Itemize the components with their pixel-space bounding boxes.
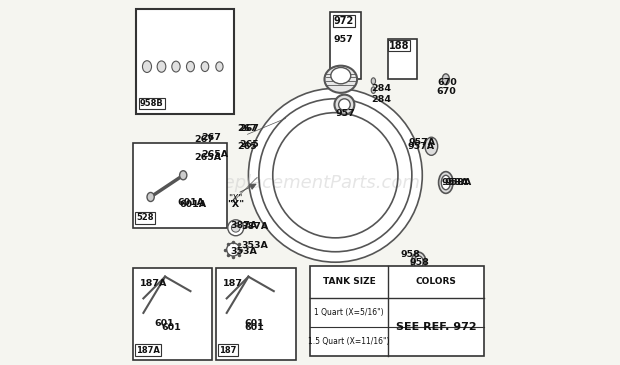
Text: 972: 972 <box>334 16 354 26</box>
Bar <box>388 39 417 79</box>
Text: 601A: 601A <box>178 198 205 207</box>
Text: 528: 528 <box>136 214 154 222</box>
Text: 267: 267 <box>239 124 259 132</box>
Circle shape <box>228 220 244 236</box>
Ellipse shape <box>187 61 195 72</box>
Ellipse shape <box>172 61 180 72</box>
Text: 187A: 187A <box>140 280 167 288</box>
Text: 265A: 265A <box>202 150 228 159</box>
Ellipse shape <box>324 66 357 93</box>
Text: 387A: 387A <box>230 222 257 230</box>
Text: eReplacementParts.com: eReplacementParts.com <box>200 173 420 192</box>
Text: 958A: 958A <box>441 178 468 187</box>
Text: 1 Quart (X=5/16"): 1 Quart (X=5/16") <box>314 308 384 317</box>
Ellipse shape <box>438 172 453 193</box>
Ellipse shape <box>415 267 422 272</box>
Text: TANK SIZE: TANK SIZE <box>323 277 376 286</box>
Text: 957: 957 <box>334 35 353 44</box>
Text: "X": "X" <box>227 200 244 209</box>
Bar <box>216 268 296 360</box>
Text: 957A: 957A <box>409 138 436 147</box>
Ellipse shape <box>216 62 223 71</box>
Ellipse shape <box>441 175 450 190</box>
Ellipse shape <box>201 62 209 72</box>
Text: 187A: 187A <box>136 346 160 354</box>
Bar <box>136 9 234 114</box>
Text: 284: 284 <box>371 95 392 104</box>
Ellipse shape <box>414 256 423 269</box>
Text: 601: 601 <box>154 319 174 328</box>
Ellipse shape <box>371 87 376 93</box>
Text: 187: 187 <box>223 280 243 288</box>
Text: 601A: 601A <box>180 200 206 209</box>
Text: 265: 265 <box>237 142 257 151</box>
Text: 957: 957 <box>335 109 355 118</box>
Text: 958B: 958B <box>140 99 164 108</box>
Bar <box>310 266 484 356</box>
Text: 601: 601 <box>245 323 265 332</box>
Text: 188: 188 <box>389 41 409 50</box>
Ellipse shape <box>442 74 450 85</box>
Text: 265: 265 <box>239 140 259 149</box>
Ellipse shape <box>147 192 154 201</box>
Ellipse shape <box>180 171 187 180</box>
Ellipse shape <box>334 95 355 115</box>
Text: "X": "X" <box>229 194 243 203</box>
Text: 601: 601 <box>161 323 181 332</box>
Bar <box>133 143 227 228</box>
Text: 958: 958 <box>410 258 430 267</box>
Text: 267: 267 <box>202 133 221 142</box>
Text: 670: 670 <box>436 88 456 96</box>
Ellipse shape <box>339 99 350 111</box>
Text: 958A: 958A <box>444 178 471 187</box>
Text: 670: 670 <box>438 78 458 87</box>
Text: 957A: 957A <box>408 142 435 151</box>
Ellipse shape <box>425 137 438 155</box>
Text: SEE REF. 972: SEE REF. 972 <box>396 322 476 332</box>
Text: 353A: 353A <box>230 247 257 256</box>
Text: 187: 187 <box>219 346 237 354</box>
Ellipse shape <box>249 88 422 262</box>
Text: 601: 601 <box>245 319 265 328</box>
Ellipse shape <box>143 61 151 73</box>
Circle shape <box>231 223 240 232</box>
Text: COLORS: COLORS <box>415 277 456 286</box>
Text: 267: 267 <box>237 124 257 132</box>
Text: 267: 267 <box>194 135 214 143</box>
Ellipse shape <box>157 61 166 72</box>
Circle shape <box>227 243 240 256</box>
Ellipse shape <box>371 78 376 84</box>
Text: 353A: 353A <box>241 241 268 250</box>
Ellipse shape <box>331 68 351 84</box>
Ellipse shape <box>412 252 426 272</box>
Text: 265A: 265A <box>194 153 221 162</box>
Text: 284: 284 <box>371 84 391 93</box>
Text: 387A: 387A <box>241 222 268 231</box>
Bar <box>133 268 212 360</box>
Text: 958: 958 <box>401 250 420 260</box>
Bar <box>330 12 361 79</box>
Text: 1.5 Quart (X=11/16"): 1.5 Quart (X=11/16") <box>308 337 390 346</box>
